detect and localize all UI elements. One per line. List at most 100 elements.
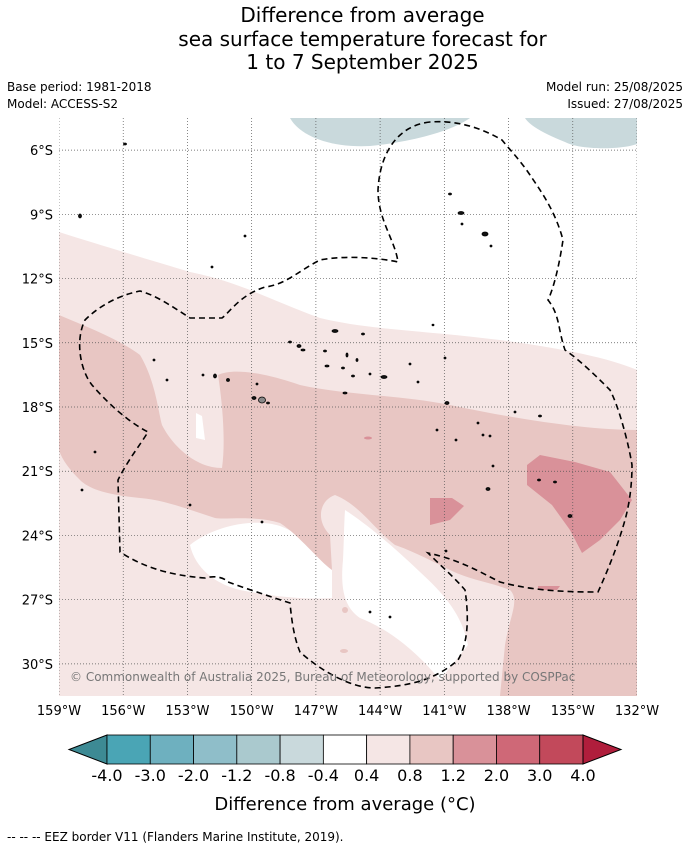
- island: [152, 358, 156, 362]
- latitude-label: 21°S: [22, 465, 53, 480]
- longitude-label: 153°W: [165, 704, 209, 719]
- island: [481, 433, 485, 437]
- island: [448, 192, 452, 196]
- island: [481, 231, 489, 237]
- island: [201, 373, 205, 377]
- colorbar-tick-label: 0.4: [353, 766, 380, 785]
- colorbar-segment: [322, 734, 368, 765]
- colorbar-over-arrow: [582, 734, 623, 765]
- island: [80, 488, 84, 492]
- colorbar-tick-label: -4.0: [91, 766, 123, 785]
- colorbar-under-arrow: [67, 734, 108, 765]
- latitude-labels: 6°S 9°S 12°S 15°S 18°S 21°S 24°S 27°S 30°S: [22, 144, 53, 673]
- island: [251, 396, 257, 400]
- island: [188, 503, 192, 507]
- island: [258, 396, 266, 404]
- islands: [78, 142, 573, 653]
- island: [408, 362, 412, 366]
- latitude-label: 30°S: [22, 658, 53, 673]
- island: [443, 356, 447, 360]
- colorbar-tick-label: 2.0: [483, 766, 510, 785]
- longitude-label: 138°W: [486, 704, 530, 719]
- island: [368, 610, 372, 614]
- colorbar-segment: [539, 734, 584, 765]
- island: [368, 372, 372, 376]
- latitude-label: 12°S: [22, 273, 53, 288]
- meta-right: Model run: 25/08/2025 Issued: 27/08/2025: [546, 79, 683, 113]
- eez-legend: -- -- -- EEZ border V11 (Flanders Marine…: [7, 830, 344, 844]
- model-text: Model: ACCESS-S2: [7, 97, 119, 111]
- neutral-region: [190, 522, 332, 599]
- warm-anomaly-region-1-2: [527, 455, 632, 553]
- island: [454, 438, 458, 442]
- island: [489, 244, 493, 248]
- colorbar-tick-label: -1.2: [221, 766, 253, 785]
- island: [485, 487, 491, 491]
- longitude-label: 156°W: [101, 704, 145, 719]
- island: [345, 352, 349, 358]
- longitude-label: 132°W: [615, 704, 659, 719]
- island: [331, 329, 339, 333]
- colorbar-segment: [366, 734, 411, 765]
- colorbar-tick-label: 0.8: [397, 766, 423, 785]
- colorbar-segment: [452, 734, 497, 765]
- colorbar-tick-label: -2.0: [177, 766, 210, 785]
- island: [380, 375, 388, 379]
- cool-anomaly-region: [290, 118, 470, 147]
- map-title: Difference from average sea surface temp…: [0, 3, 690, 75]
- island: [513, 410, 517, 414]
- island: [341, 366, 345, 370]
- issued-text: Issued: 27/08/2025: [567, 97, 683, 111]
- latitude-label: 18°S: [22, 401, 53, 416]
- island: [553, 480, 557, 484]
- island: [266, 401, 270, 405]
- island: [123, 142, 127, 146]
- colorbar-tick-label: -0.8: [264, 766, 296, 785]
- longitude-label: 150°W: [230, 704, 274, 719]
- island: [361, 332, 365, 336]
- island: [351, 374, 355, 378]
- island: [444, 549, 448, 553]
- island: [300, 348, 306, 352]
- island: [323, 349, 327, 353]
- island: [388, 615, 392, 619]
- neutral-region: [342, 510, 468, 680]
- eez-border: [78, 120, 633, 689]
- meta-left: Base period: 1981-2018 Model: ACCESS-S2: [7, 79, 152, 113]
- colorbar-segment: [496, 734, 541, 765]
- island: [364, 436, 372, 440]
- latitude-label: 15°S: [22, 337, 53, 352]
- island: [444, 401, 450, 405]
- longitude-label: 159°W: [37, 704, 81, 719]
- colorbar-segment: [193, 734, 238, 765]
- title-line-2: sea surface temperature forecast for: [178, 26, 547, 51]
- island: [296, 344, 302, 348]
- island: [210, 265, 214, 269]
- island: [416, 380, 420, 384]
- island: [243, 234, 247, 238]
- island: [213, 373, 217, 379]
- longitude-label: 144°W: [358, 704, 402, 719]
- longitude-label: 147°W: [294, 704, 338, 719]
- island: [460, 222, 464, 226]
- latitude-label: 9°S: [30, 208, 53, 223]
- colorbar-tick-label: 1.2: [440, 766, 466, 785]
- island: [165, 378, 169, 382]
- island: [435, 428, 439, 432]
- island: [355, 358, 359, 362]
- map-gridlines: [59, 118, 637, 696]
- title-line-1: Difference from average: [240, 3, 485, 27]
- colorbar-segment: [279, 734, 324, 765]
- island: [491, 464, 495, 468]
- latitude-label: 6°S: [30, 144, 53, 159]
- colorbar-segment: [236, 734, 281, 765]
- longitude-labels: 159°W 156°W 153°W 150°W 147°W 144°W 141°W 138°W…: [37, 704, 659, 719]
- colorbar-tick-label: -3.0: [134, 766, 166, 785]
- island: [260, 520, 264, 524]
- island: [457, 211, 465, 215]
- island: [226, 378, 230, 382]
- neutral-region: [196, 413, 205, 440]
- island: [567, 514, 573, 518]
- colorbar-title: Difference from average (°C): [214, 794, 476, 815]
